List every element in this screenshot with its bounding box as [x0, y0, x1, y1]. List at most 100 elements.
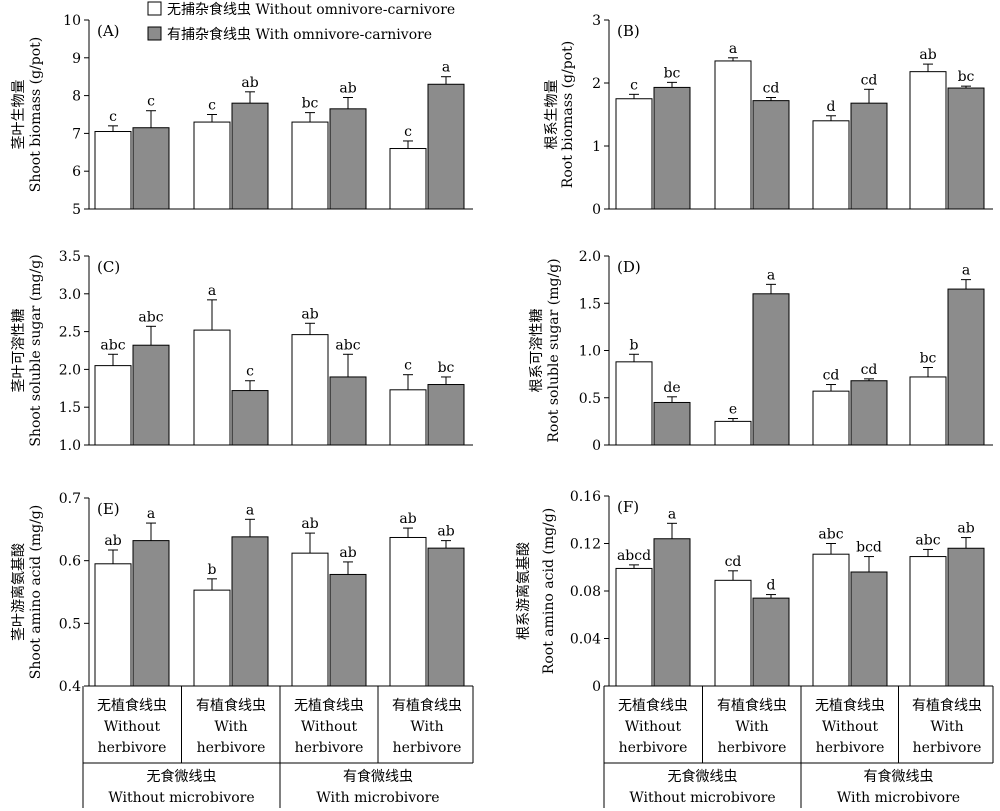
significance-letter: ab [104, 533, 121, 549]
bar-without-omnivore [812, 553, 850, 687]
y-tick-label: 1.5 [59, 400, 81, 416]
bar-without-omnivore [94, 563, 132, 687]
significance-letter: bcd [856, 540, 882, 556]
bar-with-omnivore [427, 547, 465, 687]
y-tick-label: 0.04 [570, 632, 601, 648]
significance-letter: cd [763, 80, 780, 96]
bar-with-omnivore [329, 108, 367, 210]
bar-without-omnivore [909, 556, 947, 687]
bar-with-omnivore [850, 571, 888, 687]
significance-letter: a [729, 41, 737, 57]
x-category-zh: 无植食线虫 [618, 697, 688, 714]
x-category-en-line2: herbivore [197, 740, 266, 756]
significance-letter: abc [100, 337, 125, 353]
x-category-zh: 有植食线虫 [717, 697, 787, 714]
y-axis-label-en: Root biomass (g/pot) [560, 41, 576, 188]
significance-letter: c [109, 109, 117, 125]
y-tick-label: 0 [592, 202, 601, 218]
bar-with-omnivore [752, 293, 790, 446]
significance-letter: abc [138, 309, 163, 325]
bar-with-omnivore [329, 376, 367, 446]
significance-letter: ab [301, 516, 318, 532]
panel-b: (B) 根系生物量 Root biomass (g/pot) 0 1 2 3 c a d ab bc c… [544, 13, 993, 218]
bar-with-omnivore [850, 102, 888, 210]
significance-letter: abc [915, 532, 940, 548]
bar-with-omnivore [653, 86, 691, 210]
y-axis-label-en: Shoot soluble sugar (mg/g) [28, 254, 44, 446]
x-category-zh: 有植食线虫 [392, 697, 462, 714]
bar-without-omnivore [714, 579, 752, 687]
x-category-en-line2: herbivore [718, 740, 787, 756]
bar-without-omnivore [812, 120, 850, 210]
y-tick-label: 3 [592, 13, 601, 29]
bar-without-omnivore [812, 390, 850, 446]
significance-letter: ab [339, 80, 356, 96]
bar-with-omnivore [653, 538, 691, 687]
y-axis-label-en: Shoot biomass (g/pot) [28, 37, 44, 192]
bar-with-omnivore [132, 127, 170, 210]
y-tick-label: 7 [72, 126, 81, 142]
y-tick-label: 2.0 [59, 362, 81, 378]
significance-letter: abcd [617, 548, 651, 564]
y-tick-label: 2.5 [59, 325, 81, 341]
bar-with-omnivore [132, 540, 170, 687]
significance-letter: bc [664, 65, 681, 81]
bar-without-omnivore [291, 552, 329, 687]
x-supergroup-en: With microbivore [837, 790, 960, 806]
bar-with-omnivore [329, 573, 367, 687]
bar-with-omnivore [653, 401, 691, 446]
significance-letter: bc [920, 351, 937, 367]
y-tick-label: 2.0 [579, 249, 601, 265]
bar-without-omnivore [714, 60, 752, 210]
x-axis-categories-right: 无植食线虫 Without herbivore 有植食线虫 With herbivore 无… [603, 686, 994, 808]
panel-letter: (A) [97, 22, 120, 40]
panel-c: (C) 茎叶可溶性糖 Shoot soluble sugar (mg/g) 1.0 1.… [11, 249, 473, 454]
panel-f: (F) 根系游离氨基酸 Root amino acid (mg/g) 0 0.04 0.0… [515, 489, 993, 695]
significance-letter: b [208, 562, 217, 578]
significance-letter: ab [399, 511, 416, 527]
y-tick-label: 8 [72, 89, 81, 105]
legend: 无捕杂食线虫 Without omnivore-carnivore 有捕杂食线虫… [147, 1, 455, 43]
significance-letter: bc [958, 69, 975, 85]
significance-letter: e [729, 402, 737, 418]
bar-with-omnivore [947, 288, 985, 446]
y-axis-label-en: Shoot amino acid (mg/g) [28, 505, 44, 679]
bar-without-omnivore [909, 376, 947, 446]
legend-swatch-without [147, 1, 162, 16]
significance-letter: a [246, 502, 254, 518]
y-axis-label-zh: 茎叶可溶性糖 [11, 309, 27, 393]
significance-letter: ab [241, 75, 258, 91]
panel-d: (D) 根系可溶性糖 Root soluble sugar (mg/g) 0 0.5 1.… [529, 249, 993, 454]
bar-with-omnivore [427, 83, 465, 210]
panel-letter: (D) [617, 258, 641, 276]
x-supergroup-zh: 无食微线虫 [147, 768, 217, 785]
y-tick-label: 0.12 [570, 537, 601, 553]
significance-letter: a [668, 506, 676, 522]
significance-letter: a [208, 283, 216, 299]
bar-without-omnivore [291, 121, 329, 210]
y-tick-label: 1 [592, 139, 601, 155]
bar-without-omnivore [193, 329, 231, 446]
x-category-zh: 有植食线虫 [196, 697, 266, 714]
significance-letter: d [827, 99, 836, 115]
y-tick-label: 0.4 [59, 679, 81, 695]
y-tick-label: 0.08 [570, 584, 601, 600]
bar-with-omnivore [231, 536, 269, 687]
legend-swatch-with [147, 26, 162, 41]
y-tick-label: 0.16 [570, 489, 601, 505]
significance-letter: cd [725, 554, 742, 570]
y-axis-label-en: Root soluble sugar (mg/g) [546, 258, 562, 442]
significance-letter: a [767, 267, 775, 283]
significance-letter: c [147, 94, 155, 110]
panel-letter: (F) [617, 498, 639, 516]
bar-with-omnivore [752, 597, 790, 687]
bar-without-omnivore [615, 567, 653, 687]
bar-with-omnivore [947, 547, 985, 687]
significance-letter: c [246, 364, 254, 380]
significance-letter: ab [919, 47, 936, 63]
x-category-en-line1: Without [625, 719, 682, 735]
y-axis-label-en: Root amino acid (mg/g) [541, 508, 557, 674]
x-category-en-line2: herbivore [98, 740, 167, 756]
